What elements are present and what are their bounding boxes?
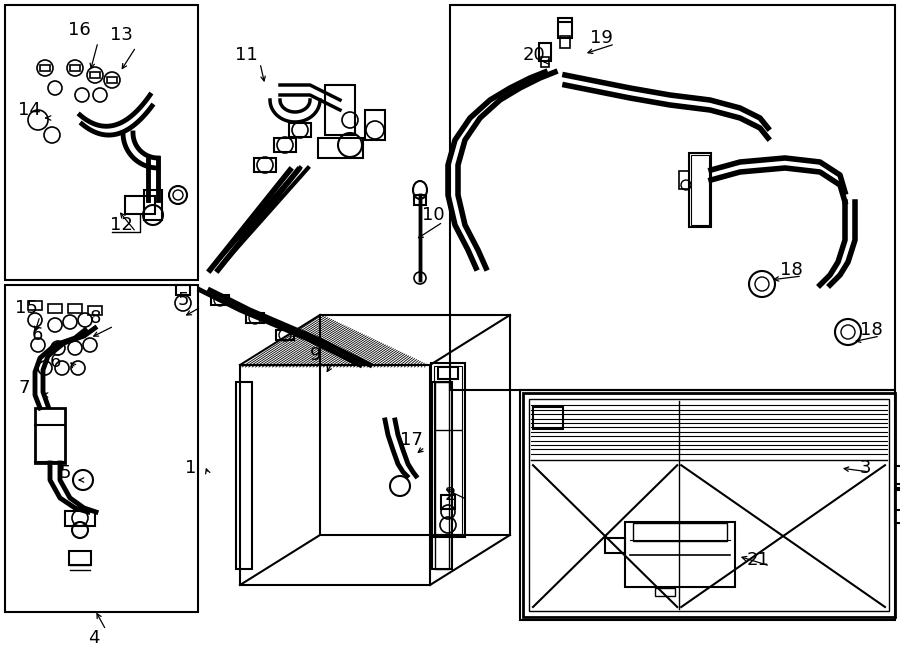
- Text: 19: 19: [590, 29, 613, 47]
- Bar: [318, 138, 363, 158]
- Bar: [69, 551, 91, 565]
- Bar: [246, 313, 264, 323]
- Bar: [144, 190, 162, 220]
- Text: 16: 16: [68, 21, 91, 39]
- Bar: [558, 18, 572, 38]
- Bar: [40, 65, 50, 71]
- Text: 21: 21: [747, 551, 770, 569]
- Bar: [365, 110, 385, 140]
- Bar: [70, 65, 80, 71]
- Bar: [895, 488, 900, 522]
- Bar: [240, 365, 430, 585]
- Bar: [432, 381, 452, 568]
- Bar: [48, 303, 62, 313]
- Text: 20: 20: [523, 46, 545, 64]
- Bar: [633, 523, 727, 541]
- Text: 9: 9: [310, 346, 321, 364]
- Text: 2: 2: [445, 486, 456, 504]
- Text: 12: 12: [110, 216, 133, 234]
- Bar: [5, 5, 198, 280]
- Bar: [450, 5, 895, 390]
- Bar: [691, 155, 709, 225]
- Bar: [276, 330, 294, 340]
- Bar: [90, 72, 100, 78]
- Text: 5: 5: [60, 464, 71, 482]
- Bar: [107, 77, 117, 83]
- Bar: [529, 399, 889, 611]
- Bar: [320, 315, 510, 535]
- Text: 18: 18: [780, 261, 803, 279]
- Text: 10: 10: [422, 206, 445, 224]
- Bar: [434, 366, 462, 534]
- Bar: [441, 495, 455, 509]
- Text: 6: 6: [32, 326, 43, 344]
- Bar: [431, 363, 465, 537]
- Bar: [541, 57, 549, 67]
- Bar: [325, 85, 355, 135]
- Bar: [560, 36, 570, 48]
- Bar: [895, 466, 900, 484]
- Bar: [68, 303, 82, 313]
- Bar: [236, 381, 252, 568]
- Text: 6: 6: [50, 353, 61, 371]
- Bar: [35, 407, 65, 463]
- Bar: [655, 588, 675, 596]
- Bar: [438, 367, 458, 379]
- Bar: [625, 522, 735, 587]
- Bar: [523, 393, 895, 617]
- Text: 17: 17: [400, 431, 423, 449]
- Bar: [5, 285, 198, 612]
- Text: 13: 13: [110, 26, 133, 44]
- Bar: [289, 123, 311, 137]
- Bar: [125, 196, 155, 214]
- Bar: [520, 390, 895, 620]
- Bar: [88, 305, 102, 315]
- Bar: [689, 153, 711, 227]
- Text: 11: 11: [235, 46, 257, 64]
- Bar: [605, 537, 625, 553]
- Bar: [65, 510, 95, 525]
- Text: 7: 7: [18, 379, 30, 397]
- Text: 1: 1: [185, 459, 196, 477]
- Text: 5: 5: [178, 291, 190, 309]
- Bar: [254, 158, 276, 172]
- Bar: [274, 138, 296, 152]
- Bar: [533, 407, 563, 429]
- Bar: [414, 195, 426, 205]
- Bar: [679, 171, 689, 189]
- Text: 3: 3: [860, 459, 871, 477]
- Text: 4: 4: [88, 629, 100, 647]
- Text: 14: 14: [18, 101, 40, 119]
- Text: 18: 18: [860, 321, 883, 339]
- Text: 15: 15: [15, 299, 38, 317]
- Bar: [28, 301, 42, 309]
- Text: 8: 8: [90, 309, 102, 327]
- Bar: [435, 381, 449, 568]
- Bar: [539, 43, 551, 61]
- Bar: [176, 285, 190, 295]
- Bar: [211, 295, 229, 305]
